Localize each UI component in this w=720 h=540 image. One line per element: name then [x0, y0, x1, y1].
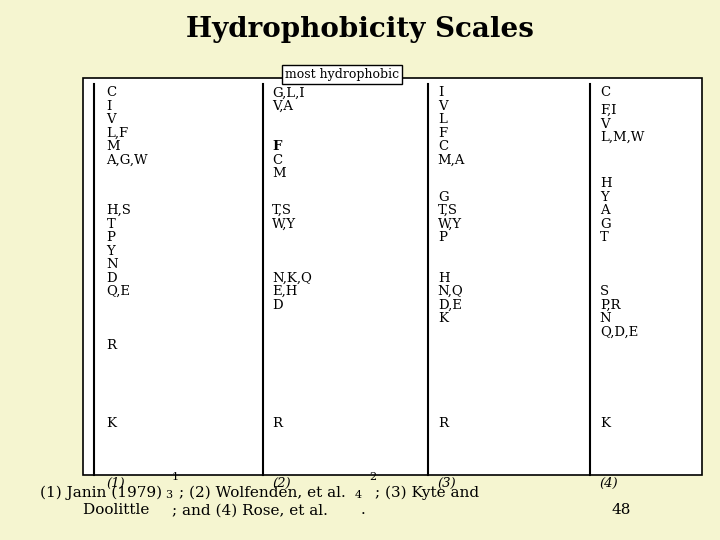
Text: V: V — [600, 118, 609, 131]
Text: (2): (2) — [272, 477, 291, 490]
Text: A,G,W: A,G,W — [107, 154, 148, 167]
Text: H: H — [438, 272, 449, 285]
Text: K: K — [438, 312, 448, 325]
Text: S: S — [600, 285, 609, 298]
Text: Y: Y — [600, 191, 608, 204]
Text: 1: 1 — [172, 471, 179, 482]
Text: V: V — [107, 113, 116, 126]
Text: T,S: T,S — [438, 204, 458, 217]
Text: N,Q: N,Q — [438, 285, 464, 298]
Text: D,E: D,E — [438, 299, 462, 312]
Text: W,Y: W,Y — [438, 218, 462, 231]
Text: H,S: H,S — [107, 204, 132, 217]
Text: M: M — [107, 140, 120, 153]
Text: N: N — [107, 258, 118, 271]
Text: W,Y: W,Y — [272, 218, 297, 231]
Text: N,K,Q: N,K,Q — [272, 272, 312, 285]
Text: ; and (4) Rose, et al.: ; and (4) Rose, et al. — [172, 503, 328, 517]
Text: most hydrophobic: most hydrophobic — [285, 68, 399, 81]
Text: 4: 4 — [354, 489, 361, 500]
Text: (1) Janin (1979): (1) Janin (1979) — [40, 485, 162, 500]
Text: T: T — [600, 231, 608, 244]
Text: ; (3) Kyte and: ; (3) Kyte and — [376, 485, 480, 500]
Text: V,A: V,A — [272, 100, 293, 113]
Text: K: K — [107, 417, 117, 430]
Text: P: P — [107, 231, 115, 244]
Text: 3: 3 — [166, 489, 173, 500]
Text: L,F: L,F — [107, 127, 129, 140]
Text: D: D — [272, 299, 283, 312]
Text: T: T — [107, 218, 115, 231]
Text: G: G — [600, 218, 611, 231]
Text: I: I — [107, 100, 112, 113]
Text: Doolittle: Doolittle — [83, 503, 154, 517]
Text: V: V — [438, 100, 447, 113]
Text: (3): (3) — [438, 477, 456, 490]
Text: R: R — [272, 417, 282, 430]
Text: C: C — [438, 140, 448, 153]
Text: K: K — [600, 417, 610, 430]
Text: P: P — [438, 231, 446, 244]
Text: H: H — [600, 177, 611, 190]
Text: (1): (1) — [107, 477, 125, 490]
Text: D: D — [107, 272, 117, 285]
Text: C: C — [272, 154, 282, 167]
Text: ; (2) Wolfenden, et al.: ; (2) Wolfenden, et al. — [179, 485, 346, 500]
Text: I: I — [438, 86, 443, 99]
Text: R: R — [107, 339, 117, 352]
Text: F: F — [438, 127, 447, 140]
FancyBboxPatch shape — [83, 78, 702, 475]
Text: C: C — [600, 86, 610, 99]
Text: P,R: P,R — [600, 299, 620, 312]
Text: G: G — [438, 191, 449, 204]
Text: E,H: E,H — [272, 285, 297, 298]
Text: (4): (4) — [600, 477, 618, 490]
Text: Y: Y — [107, 245, 115, 258]
Text: M,A: M,A — [438, 154, 465, 167]
Text: F: F — [272, 140, 282, 153]
Text: C: C — [107, 86, 117, 99]
Text: T,S: T,S — [272, 204, 292, 217]
Text: L: L — [438, 113, 446, 126]
Text: G,L,I: G,L,I — [272, 86, 305, 99]
Text: 48: 48 — [612, 503, 631, 517]
Text: 2: 2 — [369, 471, 376, 482]
Text: Hydrophobicity Scales: Hydrophobicity Scales — [186, 16, 534, 43]
Text: A: A — [600, 204, 609, 217]
Text: F,I: F,I — [600, 104, 616, 117]
Text: N: N — [600, 312, 611, 325]
Text: Q,E: Q,E — [107, 285, 130, 298]
Text: M: M — [272, 167, 286, 180]
Text: .: . — [361, 503, 366, 517]
Text: Q,D,E: Q,D,E — [600, 326, 638, 339]
Text: L,M,W: L,M,W — [600, 131, 644, 144]
Text: R: R — [438, 417, 448, 430]
